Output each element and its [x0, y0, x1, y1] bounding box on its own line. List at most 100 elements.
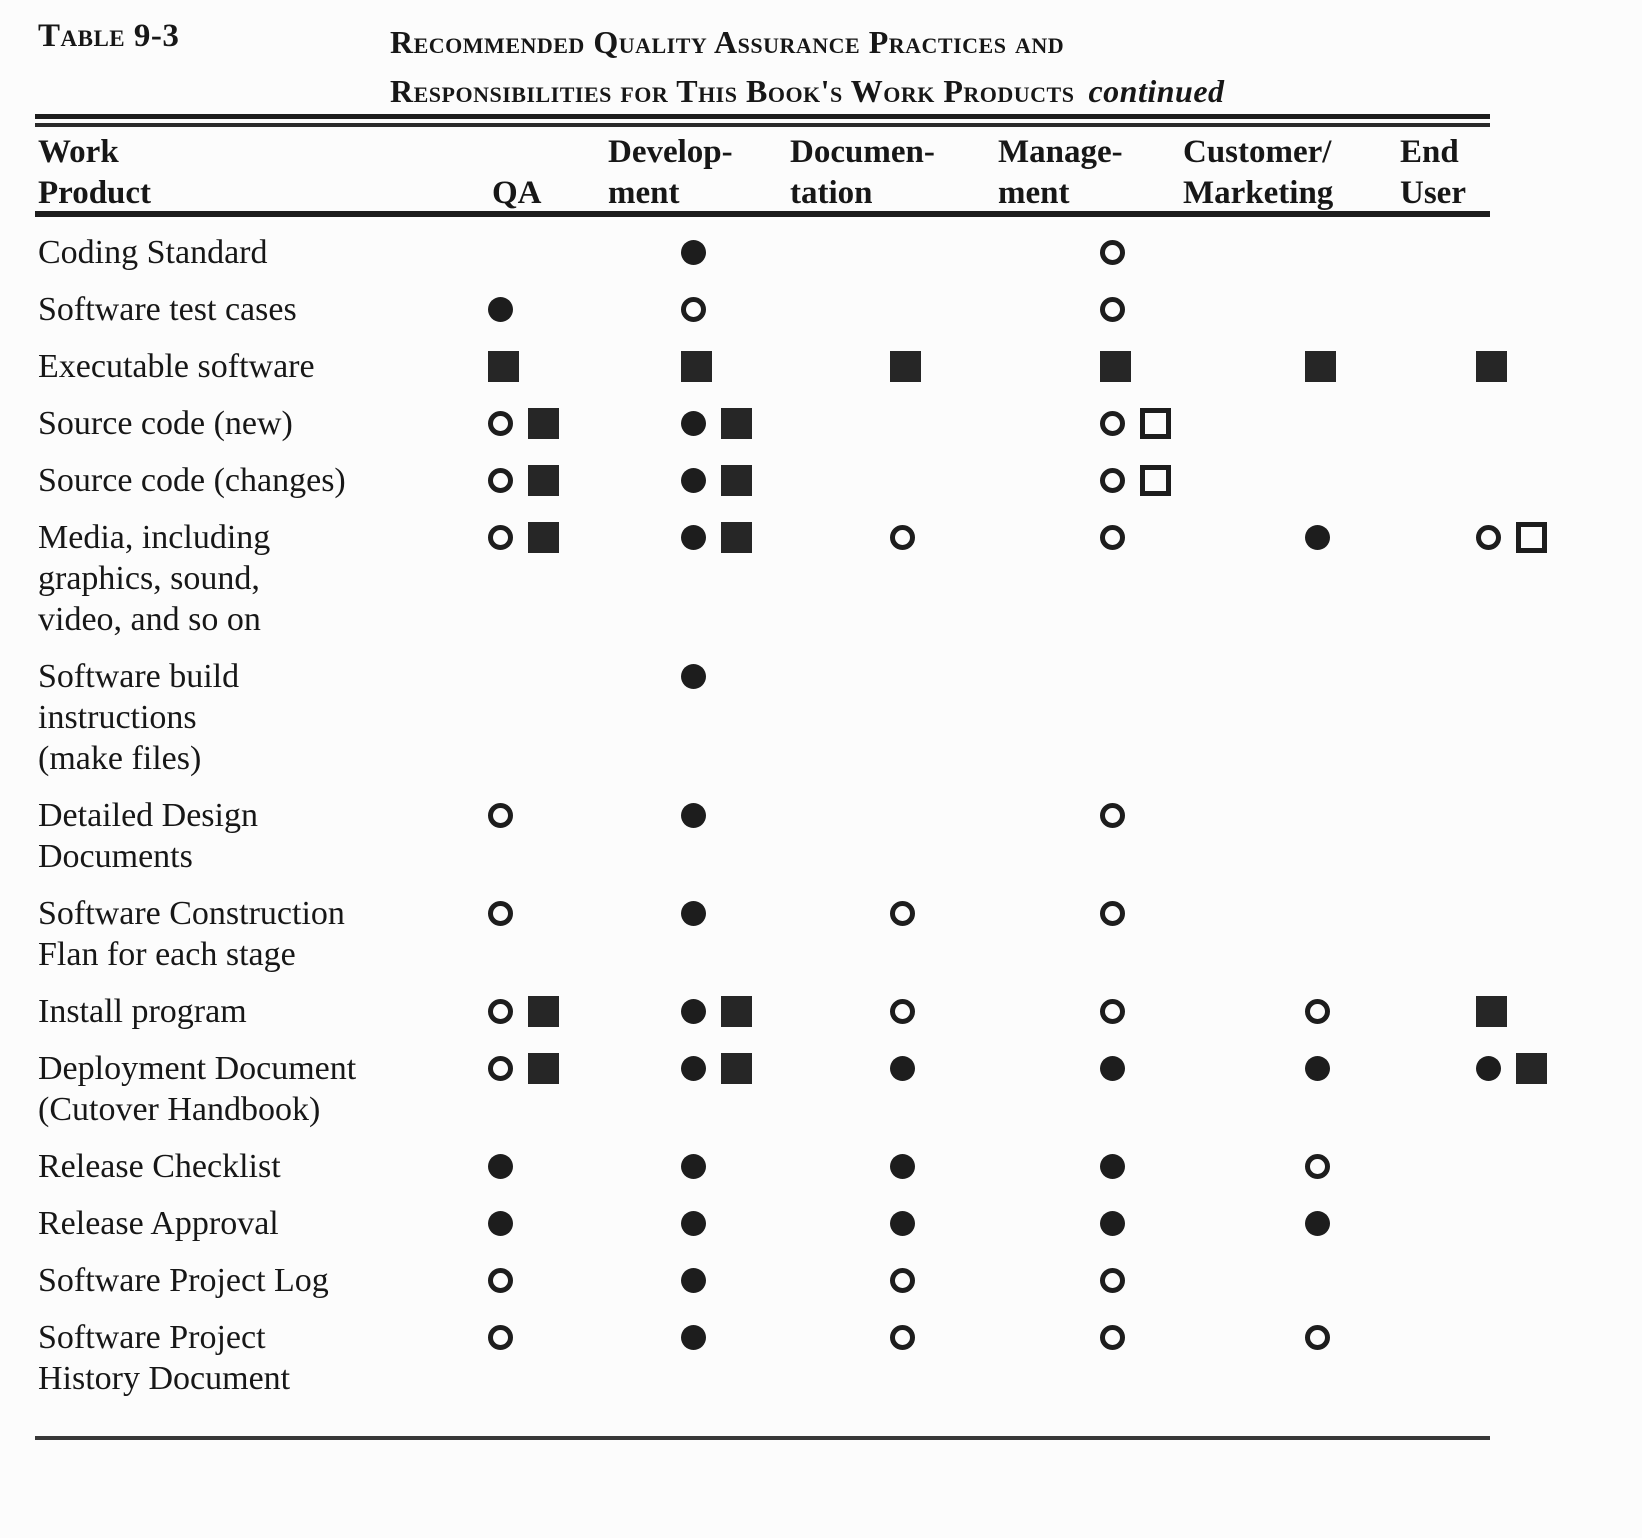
table-cell-documentation	[890, 1048, 915, 1089]
table-cell-management	[1100, 1317, 1125, 1358]
filled-square-icon	[1100, 351, 1131, 382]
open-circle-icon	[1100, 803, 1125, 828]
filled-square-icon	[528, 1053, 559, 1084]
work-product-label: Software Project Log	[38, 1260, 468, 1301]
table-cell-development	[681, 1203, 706, 1244]
table-cell-management	[1100, 1146, 1125, 1187]
table-cell-development	[681, 1260, 706, 1301]
table-cell-qa	[488, 1260, 513, 1301]
filled-circle-icon	[1305, 525, 1330, 550]
work-product-label: Source code (changes)	[38, 460, 468, 501]
table-cell-end-user	[1476, 346, 1507, 387]
filled-circle-icon	[1476, 1056, 1501, 1081]
table-cell-end-user	[1476, 1048, 1547, 1089]
filled-square-icon	[528, 996, 559, 1027]
table-cell-customer-marketing	[1305, 991, 1330, 1032]
table-row: Software Construction Flan for each stag…	[0, 893, 1642, 975]
work-product-label: Executable software	[38, 346, 468, 387]
table-cell-qa	[488, 289, 513, 330]
table-cell-qa	[488, 1317, 513, 1358]
work-product-label: Software build instructions (make files)	[38, 656, 468, 779]
table-row: Release Checklist	[0, 1146, 1642, 1187]
open-circle-icon	[1100, 468, 1125, 493]
table-cell-development	[681, 991, 752, 1032]
table-row: Software Project History Document	[0, 1317, 1642, 1399]
filled-square-icon	[721, 1053, 752, 1084]
table-cell-customer-marketing	[1305, 1203, 1330, 1244]
filled-square-icon	[528, 408, 559, 439]
work-product-label: Media, including graphics, sound, video,…	[38, 517, 468, 640]
filled-square-icon	[1476, 351, 1507, 382]
filled-circle-icon	[681, 1056, 706, 1081]
open-circle-icon	[1100, 297, 1125, 322]
open-circle-icon	[488, 803, 513, 828]
filled-circle-icon	[681, 1268, 706, 1293]
filled-square-icon	[488, 351, 519, 382]
table-cell-documentation	[890, 1146, 915, 1187]
table-cell-development	[681, 460, 752, 501]
table-row: Software build instructions (make files)	[0, 656, 1642, 779]
filled-square-icon	[890, 351, 921, 382]
open-circle-icon	[1100, 411, 1125, 436]
filled-circle-icon	[1100, 1056, 1125, 1081]
table-cell-management	[1100, 991, 1125, 1032]
filled-square-icon	[528, 465, 559, 496]
filled-square-icon	[721, 465, 752, 496]
work-product-label: Release Approval	[38, 1203, 468, 1244]
table-cell-development	[681, 403, 752, 444]
table-cell-end-user	[1476, 991, 1507, 1032]
work-product-label: Release Checklist	[38, 1146, 468, 1187]
work-product-label: Software Construction Flan for each stag…	[38, 893, 468, 975]
open-circle-icon	[1100, 999, 1125, 1024]
table-cell-development	[681, 289, 706, 330]
bottom-rule	[35, 1436, 1490, 1440]
table-cell-development	[681, 232, 706, 273]
work-product-label: Source code (new)	[38, 403, 468, 444]
open-circle-icon	[488, 468, 513, 493]
table-cell-customer-marketing	[1305, 1048, 1330, 1089]
table-cell-management	[1100, 403, 1171, 444]
filled-circle-icon	[488, 1154, 513, 1179]
table-cell-development	[681, 1146, 706, 1187]
open-circle-icon	[1476, 525, 1501, 550]
open-circle-icon	[1305, 1325, 1330, 1350]
table-cell-qa	[488, 795, 513, 836]
work-product-label: Install program	[38, 991, 468, 1032]
table-row: Release Approval	[0, 1203, 1642, 1244]
table-cell-documentation	[890, 1203, 915, 1244]
filled-circle-icon	[681, 1325, 706, 1350]
filled-circle-icon	[890, 1154, 915, 1179]
filled-circle-icon	[681, 664, 706, 689]
table-cell-qa	[488, 1146, 513, 1187]
open-circle-icon	[1305, 999, 1330, 1024]
filled-square-icon	[721, 996, 752, 1027]
table-cell-qa	[488, 517, 559, 558]
table-cell-development	[681, 1048, 752, 1089]
table-cell-qa	[488, 893, 513, 934]
table-cell-end-user	[1476, 517, 1547, 558]
filled-circle-icon	[1100, 1211, 1125, 1236]
open-circle-icon	[488, 411, 513, 436]
table-cell-development	[681, 656, 706, 697]
open-square-icon	[1140, 465, 1171, 496]
open-square-icon	[1140, 408, 1171, 439]
open-circle-icon	[488, 999, 513, 1024]
filled-circle-icon	[681, 1211, 706, 1236]
table-body: Coding StandardSoftware test casesExecut…	[0, 0, 1642, 1538]
filled-circle-icon	[1100, 1154, 1125, 1179]
table-row: Media, including graphics, sound, video,…	[0, 517, 1642, 640]
table-cell-management	[1100, 1203, 1125, 1244]
open-circle-icon	[1305, 1154, 1330, 1179]
filled-circle-icon	[681, 468, 706, 493]
filled-circle-icon	[681, 901, 706, 926]
table-cell-documentation	[890, 346, 921, 387]
filled-circle-icon	[1305, 1056, 1330, 1081]
table-row: Source code (changes)	[0, 460, 1642, 501]
filled-square-icon	[681, 351, 712, 382]
work-product-label: Software Project History Document	[38, 1317, 468, 1399]
open-circle-icon	[1100, 901, 1125, 926]
table-cell-management	[1100, 460, 1171, 501]
filled-circle-icon	[890, 1056, 915, 1081]
open-circle-icon	[1100, 1325, 1125, 1350]
filled-circle-icon	[681, 525, 706, 550]
